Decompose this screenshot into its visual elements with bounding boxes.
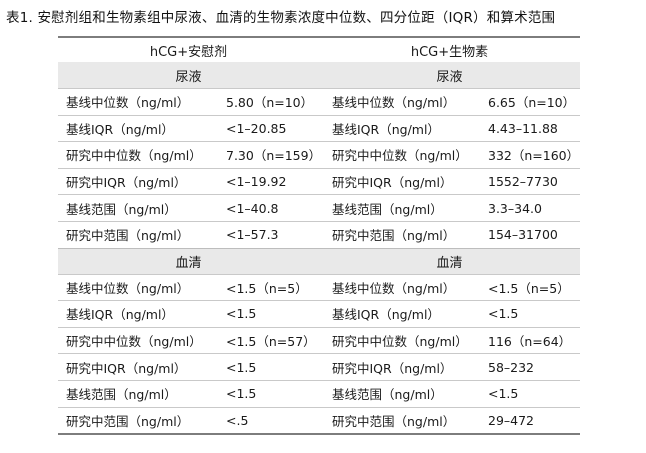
biotin-table: hCG+安慰剂 hCG+生物素 尿液 尿液 基线中位数（ng/ml） 5.80（… [58,36,580,436]
section-urine-left: 尿液 [175,69,202,85]
table-header: hCG+安慰剂 hCG+生物素 [58,36,580,62]
table-row: 研究中IQR（ng/ml） <1–19.92 研究中IQR（ng/ml） 155… [58,167,580,195]
row-label: 基线IQR（ng/ml） [332,121,440,137]
row-label: 基线范围（ng/ml） [66,201,177,217]
row-label: 研究中IQR（ng/ml） [66,360,187,376]
row-value: 1552–7730 [488,174,558,190]
section-serum-right: 血清 [436,255,463,271]
row-value: 332（n=160） [488,148,580,164]
table-row: 基线范围（ng/ml） <1.5 基线范围（ng/ml） <1.5 [58,379,580,407]
row-value: <1.5 [488,306,519,322]
section-urine: 尿液 尿液 [58,62,580,88]
section-serum: 血清 血清 [58,247,580,274]
row-label: 研究中中位数（ng/ml） [332,334,468,350]
header-biotin-group: hCG+生物素 [410,44,489,60]
row-value: 116（n=64） [488,334,572,350]
row-label: 研究中范围（ng/ml） [332,228,456,244]
table-row: 研究中中位数（ng/ml） <1.5（n=57） 研究中中位数（ng/ml） 1… [58,326,580,354]
row-label: 基线中位数（ng/ml） [332,280,456,296]
row-value: <1–57.3 [226,227,279,243]
row-label: 基线范围（ng/ml） [66,387,177,403]
row-value: 5.80（n=10） [226,95,314,111]
table-row: 研究中IQR（ng/ml） <1.5 研究中IQR（ng/ml） 58–232 [58,353,580,380]
table-caption: 表1. 安慰剂组和生物素组中尿液、血清的生物素浓度中位数、四分位距（IQR）和算… [6,10,556,26]
row-label: 基线范围（ng/ml） [332,387,443,403]
row-label: 基线范围（ng/ml） [332,201,443,217]
table-row: 基线中位数（ng/ml） 5.80（n=10） 基线中位数（ng/ml） 6.6… [58,88,580,115]
header-placebo-group: hCG+安慰剂 [149,44,228,60]
row-value: 7.30（n=159） [226,148,322,164]
row-value: <1.5（n=57） [226,334,316,350]
table-row: 基线中位数（ng/ml） <1.5（n=5） 基线中位数（ng/ml） <1.5… [58,273,580,301]
row-value: <.5 [226,412,249,428]
row-label: 研究中范围（ng/ml） [66,413,190,429]
row-value: 4.43–11.88 [488,120,558,136]
table-row: 研究中范围（ng/ml） <.5 研究中范围（ng/ml） 29–472 [58,406,580,434]
row-label: 基线中位数（ng/ml） [332,95,456,111]
row-label: 研究中中位数（ng/ml） [66,334,202,350]
section-serum-left: 血清 [175,255,202,271]
row-label: 基线IQR（ng/ml） [332,307,440,323]
table-row: 基线IQR（ng/ml） <1.5 基线IQR（ng/ml） <1.5 [58,300,580,327]
row-label: 基线IQR（ng/ml） [66,307,174,323]
row-value: 154–31700 [488,227,558,243]
row-value: 58–232 [488,359,535,375]
row-value: <1.5（n=5） [488,280,570,296]
table-row: 基线范围（ng/ml） <1–40.8 基线范围（ng/ml） 3.3–34.0 [58,194,580,221]
row-value: 3.3–34.0 [488,200,542,216]
row-label: 研究中IQR（ng/ml） [332,175,453,191]
row-label: 基线中位数（ng/ml） [66,95,190,111]
table-bottom-rule [58,433,580,436]
row-label: 研究中IQR（ng/ml） [66,175,187,191]
row-label: 研究中中位数（ng/ml） [332,148,468,164]
row-value: 29–472 [488,412,535,428]
section-urine-right: 尿液 [436,69,463,85]
row-label: 研究中中位数（ng/ml） [66,148,202,164]
row-value: <1.5（n=5） [226,280,308,296]
row-label: 研究中范围（ng/ml） [332,413,456,429]
row-value: <1–20.85 [226,120,287,136]
row-value: <1.5 [488,386,519,402]
row-value: <1.5 [226,386,257,402]
row-label: 研究中IQR（ng/ml） [332,360,453,376]
row-label: 基线中位数（ng/ml） [66,280,190,296]
row-value: <1–40.8 [226,200,279,216]
row-value: <1–19.92 [226,174,287,190]
row-label: 基线IQR（ng/ml） [66,121,174,137]
row-value: 6.65（n=10） [488,95,576,111]
row-value: <1.5 [226,306,257,322]
row-value: <1.5 [226,359,257,375]
row-label: 研究中范围（ng/ml） [66,228,190,244]
table-row: 基线IQR（ng/ml） <1–20.85 基线IQR（ng/ml） 4.43–… [58,114,580,142]
table-row: 研究中范围（ng/ml） <1–57.3 研究中范围（ng/ml） 154–31… [58,220,580,248]
table-row: 研究中中位数（ng/ml） 7.30（n=159） 研究中中位数（ng/ml） … [58,141,580,168]
